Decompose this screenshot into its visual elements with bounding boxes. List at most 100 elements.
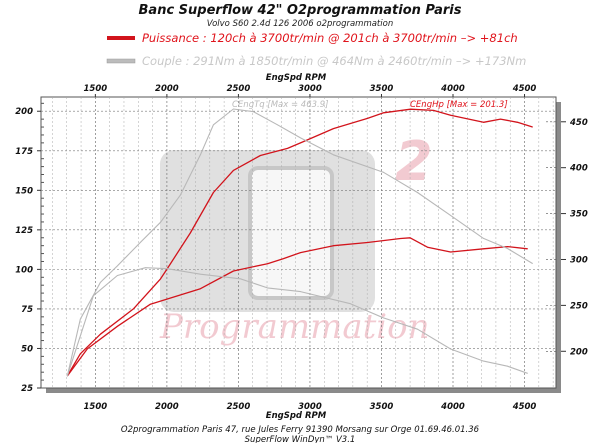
footer-address: O2programmation Paris 47, rue Jules Ferr…: [121, 425, 480, 435]
data-point-power-stock: [409, 237, 411, 239]
y-right-tick-label: 350: [570, 210, 588, 220]
chart-title: Banc Superflow 42" O2programmation Paris: [139, 3, 462, 18]
data-point-power-stock: [527, 248, 528, 250]
data-point-torque-tuned: [116, 265, 118, 267]
data-point-torque-stock: [66, 375, 68, 377]
data-point-torque-stock: [145, 267, 146, 269]
data-point-torque-stock: [240, 278, 241, 280]
data-point-torque-tuned: [199, 154, 201, 156]
data-point-torque-tuned: [507, 248, 508, 249]
data-point-power-tuned: [367, 117, 368, 119]
y-left-tick-label: 50: [21, 344, 33, 354]
data-point-power-stock: [450, 251, 451, 253]
y-right-tick-label: 450: [569, 118, 588, 128]
legend-swatch-torque: [106, 58, 136, 64]
annotation-torque-max: CEngTq [Max = 463.9]: [232, 100, 328, 110]
data-point-torque-tuned: [140, 242, 141, 243]
data-point-power-tuned: [79, 353, 81, 355]
x-tick-label-bottom: 1500: [84, 402, 108, 412]
data-point-power-tuned: [133, 308, 134, 310]
data-point-power-stock: [400, 238, 401, 239]
y-right-tick-label: 300: [570, 255, 588, 265]
data-point-torque-tuned: [99, 282, 101, 283]
data-point-torque-tuned: [233, 108, 234, 110]
data-point-torque-stock: [116, 275, 118, 276]
data-point-power-tuned: [160, 278, 161, 280]
y-left-tick-label: 125: [15, 226, 33, 236]
data-point-torque-tuned: [253, 111, 254, 113]
y-right-tick-label: 400: [569, 164, 588, 174]
data-point-power-stock: [507, 246, 508, 248]
data-point-power-stock: [283, 258, 284, 260]
data-point-torque-tuned: [532, 263, 533, 264]
data-point-power-tuned: [410, 108, 411, 110]
data-point-torque-stock: [350, 303, 351, 305]
data-point-torque-stock: [417, 328, 418, 330]
data-point-power-stock: [483, 248, 484, 250]
data-point-power-stock: [233, 270, 234, 272]
data-point-torque-tuned: [79, 318, 81, 320]
data-point-torque-stock: [483, 360, 484, 362]
x-tick-label-bottom: 4000: [440, 402, 465, 412]
y-left-tick-label: 150: [15, 186, 33, 196]
data-point-power-tuned: [300, 142, 301, 144]
data-point-power-tuned: [517, 121, 518, 123]
data-point-power-tuned: [500, 118, 501, 120]
data-point-power-stock: [367, 242, 368, 243]
y-right-tick-label: 200: [570, 347, 588, 357]
x-tick-label-bottom: 4500: [512, 402, 537, 412]
x-tick-label-top: 2500: [227, 84, 251, 94]
data-point-power-tuned: [260, 155, 261, 156]
data-point-power-stock: [333, 245, 334, 247]
annotation-power-max: CEngHp [Max = 201.3]: [410, 100, 508, 110]
data-point-torque-stock: [383, 317, 384, 319]
data-point-power-stock: [86, 348, 88, 350]
legend-label-torque: Couple : 291Nm à 1850tr/min @ 464Nm à 24…: [142, 54, 526, 68]
y-left-tick-label: 75: [21, 305, 33, 315]
data-point-torque-stock: [92, 295, 94, 297]
x-tick-label-top: 1500: [84, 84, 108, 94]
data-point-power-stock: [267, 263, 268, 265]
x-tick-label-top: 3000: [298, 84, 322, 94]
y-right-tick-label: 250: [570, 301, 588, 311]
y-left-tick-label: 100: [15, 265, 33, 275]
x-tick-label-bottom: 3000: [298, 402, 322, 412]
y-left-tick-label: 25: [21, 384, 33, 394]
series-torque-tuned: [66, 108, 533, 377]
data-point-torque-tuned: [212, 124, 214, 126]
data-point-torque-tuned: [300, 137, 301, 139]
x-tick-label-top: 3500: [370, 84, 394, 94]
data-point-torque-tuned: [160, 221, 161, 223]
series-power-tuned: [66, 108, 533, 377]
x-tick-label-bottom: 3500: [370, 402, 394, 412]
x-tick-label-top: 4000: [440, 84, 465, 94]
data-point-torque-tuned: [383, 171, 384, 173]
data-point-power-tuned: [233, 169, 234, 171]
data-point-power-stock: [199, 288, 201, 290]
data-point-power-tuned: [483, 121, 484, 123]
watermark-badge-two: 2: [395, 130, 433, 193]
data-point-torque-tuned: [333, 154, 334, 156]
data-point-power-stock: [150, 303, 151, 305]
y-left-tick-label: 175: [15, 147, 33, 157]
x-tick-label-top: 2000: [155, 84, 179, 94]
x-tick-label-top: 4500: [512, 84, 537, 94]
data-point-torque-tuned: [417, 192, 418, 193]
data-point-power-stock: [300, 252, 301, 254]
data-point-power-tuned: [383, 112, 384, 114]
series-power-stock: [66, 237, 528, 377]
data-point-power-stock: [116, 325, 118, 327]
data-point-torque-stock: [507, 365, 508, 367]
chart-subtitle: Volvo S60 2.4d 126 2006 o2programmation: [207, 19, 393, 29]
data-point-power-tuned: [99, 333, 101, 335]
series-torque-stock: [66, 267, 528, 377]
data-point-torque-stock: [267, 287, 268, 289]
data-point-torque-stock: [166, 268, 168, 270]
data-point-torque-stock: [527, 372, 528, 374]
data-point-power-stock: [427, 246, 428, 248]
data-point-torque-tuned: [450, 215, 451, 216]
x-axis-label-bottom: EngSpd RPM: [266, 411, 327, 421]
x-axis-label-top: EngSpd RPM: [266, 73, 327, 83]
data-point-torque-stock: [199, 273, 201, 275]
